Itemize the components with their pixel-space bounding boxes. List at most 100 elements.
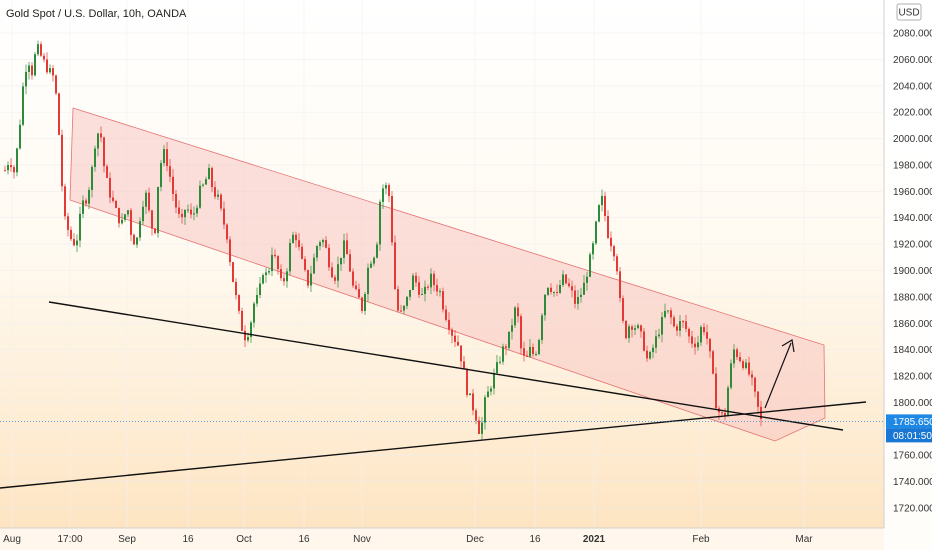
candle-body <box>448 319 450 330</box>
price-tick-label: 1840.000 <box>893 345 932 356</box>
candle-body <box>37 44 39 55</box>
candle-body <box>76 240 78 246</box>
candle-body <box>520 316 522 349</box>
candles <box>4 40 762 440</box>
candle-body <box>61 134 63 187</box>
candle-body <box>397 289 399 311</box>
candle-body <box>199 185 201 208</box>
candle-body <box>286 271 288 282</box>
candle-body <box>691 336 693 344</box>
candle-body <box>256 295 258 304</box>
candle-body <box>595 221 597 244</box>
candle-body <box>409 289 411 297</box>
time-tick-label: 17:00 <box>57 534 82 545</box>
candle-body <box>334 277 336 281</box>
candle-body <box>391 195 393 243</box>
candle-body <box>115 200 117 208</box>
candle-body <box>295 234 297 241</box>
candle-body <box>70 229 72 240</box>
candle-body <box>268 271 270 273</box>
candle-body <box>121 219 123 224</box>
candle-body <box>211 167 213 188</box>
candle-body <box>196 207 198 214</box>
candle-body <box>466 369 468 396</box>
candle-body <box>622 298 624 321</box>
candle-body <box>754 377 756 392</box>
candle-body <box>160 163 162 187</box>
candle-body <box>640 325 642 332</box>
candle-body <box>355 285 357 290</box>
time-tick-label: Mar <box>795 534 813 545</box>
candle-body <box>583 282 585 295</box>
candle-body <box>592 243 594 255</box>
candle-body <box>574 290 576 304</box>
candle-body <box>733 349 735 364</box>
candle-body <box>169 166 171 177</box>
candle-body <box>433 273 435 286</box>
candle-body <box>337 264 339 281</box>
candle-body <box>631 326 633 330</box>
candle-body <box>13 167 15 173</box>
candle-body <box>184 209 186 218</box>
candle-body <box>82 200 84 214</box>
candle-body <box>52 68 54 76</box>
candle-body <box>430 273 432 288</box>
candle-body <box>499 361 501 363</box>
candle-body <box>109 177 111 198</box>
candle-body <box>682 321 684 323</box>
candle-body <box>103 137 105 167</box>
candle-body <box>49 68 51 73</box>
candle-body <box>484 397 486 423</box>
price-tick-label: 2020.000 <box>893 108 932 119</box>
candle-body <box>172 176 174 194</box>
time-tick-label: 16 <box>298 534 310 545</box>
candle-body <box>745 362 747 369</box>
candle-body <box>388 185 390 196</box>
currency-button[interactable]: USD <box>896 3 922 21</box>
candle-body <box>694 343 696 348</box>
candle-body <box>373 257 375 264</box>
candle-body <box>679 321 681 331</box>
candle-body <box>508 331 510 348</box>
candle-body <box>517 307 519 317</box>
candle-body <box>661 317 663 335</box>
candle-body <box>478 420 480 434</box>
candle-body <box>10 165 12 168</box>
candle-body <box>79 213 81 241</box>
candle-body <box>742 361 744 369</box>
candle-body <box>139 221 141 238</box>
candle-body <box>193 213 195 215</box>
candle-body <box>415 275 417 283</box>
candle-body <box>259 283 261 296</box>
candle-body <box>319 242 321 247</box>
candle-body <box>628 326 630 339</box>
candle-body <box>700 327 702 343</box>
candle-body <box>346 240 348 255</box>
candle-body <box>289 242 291 272</box>
candle-body <box>481 422 483 434</box>
candle-body <box>379 201 381 245</box>
candle-body <box>262 275 264 284</box>
candle-body <box>697 342 699 348</box>
candle-body <box>223 208 225 225</box>
candle-body <box>316 246 318 258</box>
candle-body <box>97 133 99 149</box>
chart-title: Gold Spot / U.S. Dollar, 10h, OANDA <box>6 8 187 20</box>
candle-body <box>100 133 102 138</box>
candle-body <box>73 239 75 246</box>
candle-body <box>19 124 21 149</box>
descending-channel <box>69 107 826 442</box>
candle-body <box>205 179 207 185</box>
candle-body <box>547 287 549 295</box>
candle-body <box>607 216 609 238</box>
candle-body <box>247 336 249 341</box>
candle-body <box>724 412 726 416</box>
candle-body <box>757 391 759 407</box>
candle-body <box>166 149 168 167</box>
candle-body <box>142 206 144 222</box>
price-tick-label: 2040.000 <box>893 81 932 92</box>
time-axis: Aug 17:00 Sep 16 Oct 16 Nov Dec 16 2021 Feb Mar <box>3 534 813 545</box>
price-tick-label: 1980.000 <box>893 160 932 171</box>
candle-body <box>706 332 708 339</box>
candle-body <box>619 271 621 299</box>
